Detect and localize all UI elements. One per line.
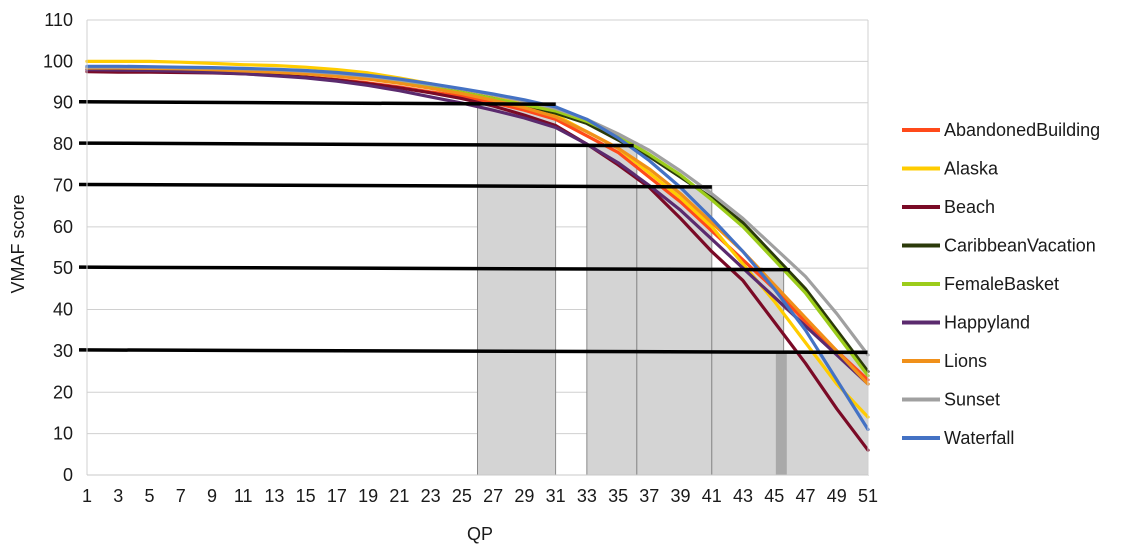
y-tick-label: 40 xyxy=(53,300,73,320)
x-tick-label: 25 xyxy=(452,486,472,506)
x-tick-label: 41 xyxy=(702,486,722,506)
x-tick-label: 17 xyxy=(327,486,347,506)
shaded-overlap xyxy=(775,350,787,475)
axes xyxy=(86,20,869,476)
threshold-line-50 xyxy=(78,265,790,272)
y-tick-label: 50 xyxy=(53,258,73,278)
legend-label: Beach xyxy=(944,197,995,217)
series-lines xyxy=(85,59,870,452)
x-tick-label: 11 xyxy=(234,486,253,506)
legend-label: Sunset xyxy=(944,390,1000,410)
x-tick-labels: 1 3 5 7 9 11 13 15 17 19 21 23 25 27 29 31 33 35 37 39 41 43 4… xyxy=(82,486,878,506)
series-line-waterfall xyxy=(85,64,870,432)
series-line-happyland xyxy=(85,68,870,386)
x-axis-title: QP xyxy=(467,524,493,544)
legend-label: FemaleBasket xyxy=(944,274,1059,294)
x-tick-label: 29 xyxy=(514,486,534,506)
y-tick-label: 100 xyxy=(43,51,73,71)
threshold-line-80 xyxy=(78,141,634,148)
x-tick-label: 35 xyxy=(608,486,628,506)
legend-label: Alaska xyxy=(944,159,999,179)
x-tick-label: 15 xyxy=(296,486,316,506)
legend-label: CaribbeanVacation xyxy=(944,236,1096,256)
y-axis-title: VMAF score xyxy=(8,194,28,293)
y-tick-label: 90 xyxy=(53,93,73,113)
threshold-line-90 xyxy=(78,99,556,106)
x-tick-label: 19 xyxy=(358,486,378,506)
x-tick-label: 37 xyxy=(639,486,659,506)
x-tick-label: 7 xyxy=(176,486,186,506)
x-tick-label: 45 xyxy=(764,486,784,506)
threshold-lines xyxy=(78,99,869,355)
x-tick-label: 33 xyxy=(577,486,597,506)
shaded-regions xyxy=(477,102,869,476)
x-tick-label: 3 xyxy=(113,486,123,506)
y-tick-label: 60 xyxy=(53,217,73,237)
x-tick-label: 21 xyxy=(389,486,409,506)
y-tick-label: 80 xyxy=(53,134,73,154)
y-tick-label: 70 xyxy=(53,175,73,195)
x-tick-label: 9 xyxy=(207,486,217,506)
x-tick-label: 49 xyxy=(827,486,847,506)
x-tick-label: 13 xyxy=(264,486,284,506)
x-tick-label: 1 xyxy=(82,486,92,506)
y-tick-label: 30 xyxy=(53,341,73,361)
legend: AbandonedBuilding Alaska Beach CaribbeanVac… xyxy=(902,120,1100,448)
x-tick-label: 43 xyxy=(733,486,753,506)
shaded-region xyxy=(477,102,557,476)
y-tick-label: 10 xyxy=(53,424,73,444)
y-tick-label: 110 xyxy=(44,10,73,30)
threshold-line-70 xyxy=(78,182,712,189)
y-tick-labels: 0 10 20 30 40 50 60 70 80 90 100 110 xyxy=(43,10,73,485)
x-tick-label: 27 xyxy=(483,486,503,506)
shaded-region xyxy=(711,267,785,476)
shaded-region xyxy=(636,184,713,476)
legend-label: AbandonedBuilding xyxy=(944,120,1100,140)
x-tick-label: 51 xyxy=(858,486,878,506)
threshold-line-30 xyxy=(78,348,869,355)
x-tick-label: 39 xyxy=(671,486,691,506)
x-tick-label: 23 xyxy=(421,486,441,506)
y-tick-label: 20 xyxy=(53,382,73,402)
legend-label: Waterfall xyxy=(944,428,1014,448)
x-tick-label: 5 xyxy=(144,486,154,506)
y-tick-label: 0 xyxy=(63,465,73,485)
legend-label: Happyland xyxy=(944,313,1030,333)
x-tick-label: 47 xyxy=(796,486,816,506)
x-tick-label: 31 xyxy=(546,486,566,506)
legend-label: Lions xyxy=(944,351,987,371)
shaded-region xyxy=(586,143,638,476)
